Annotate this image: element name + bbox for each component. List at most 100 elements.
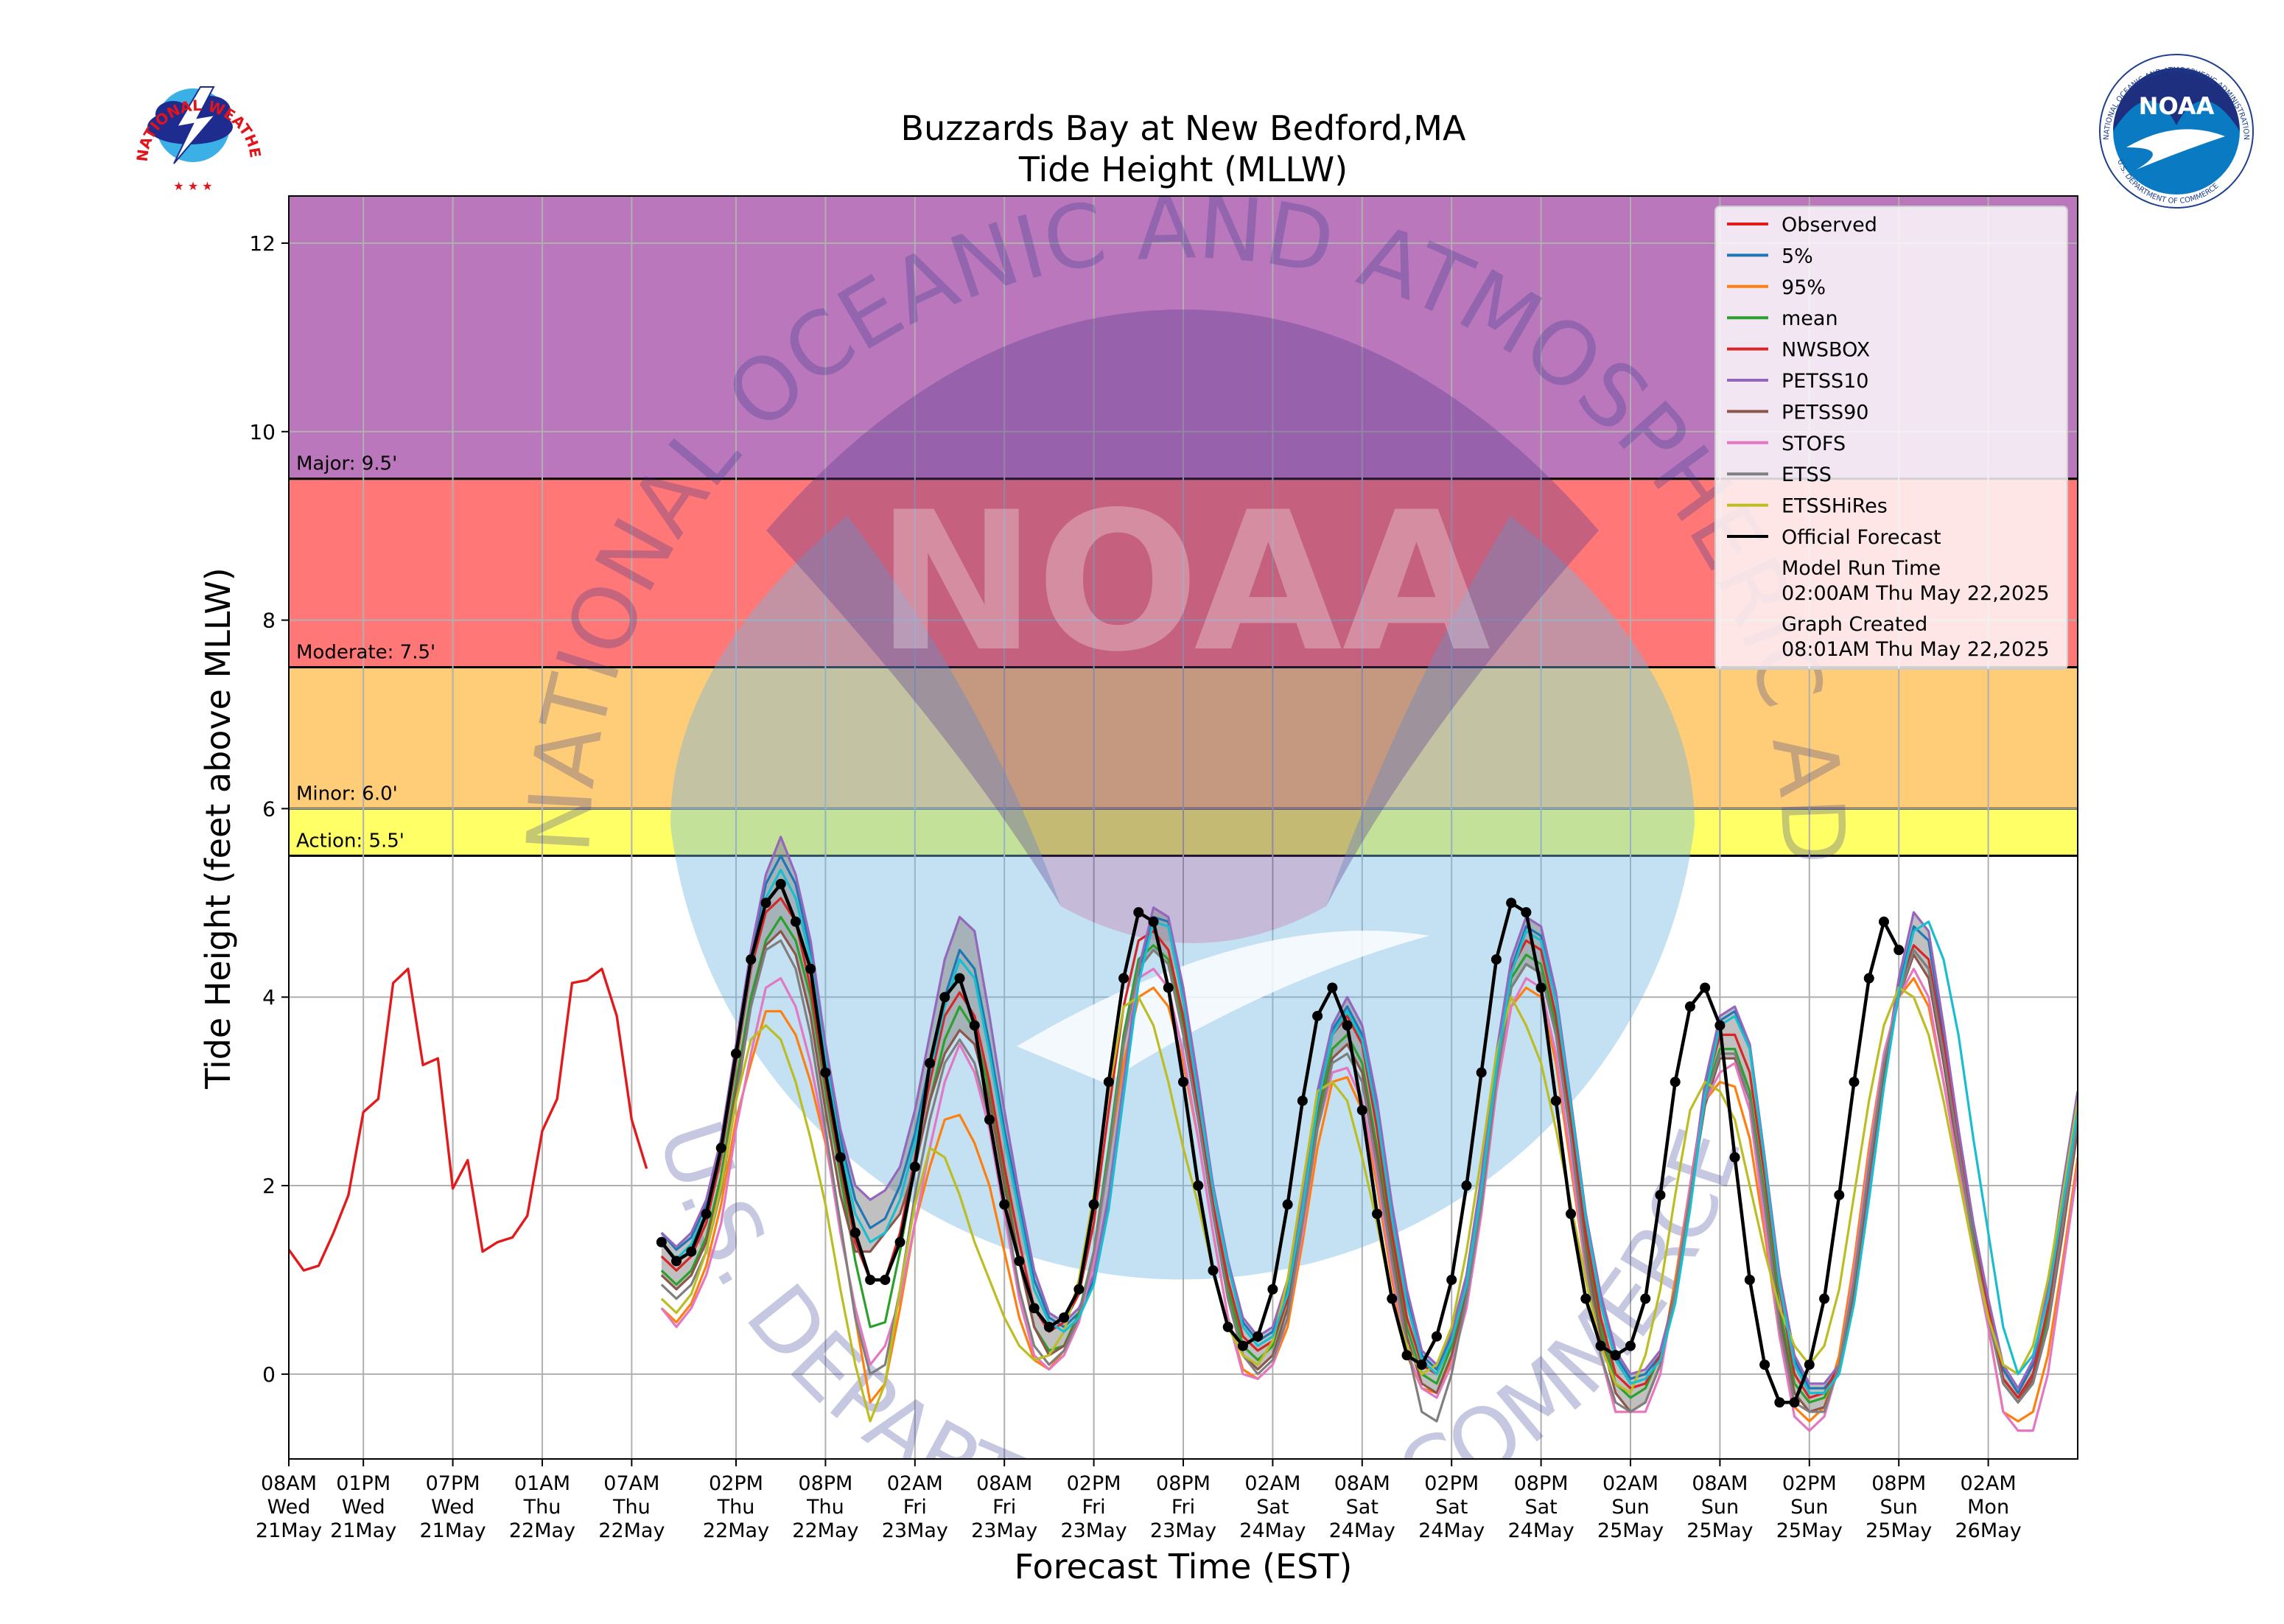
legend-label: 5%: [1782, 245, 1813, 267]
official-forecast-point: [686, 1246, 697, 1257]
x-tick-label: 22May: [598, 1519, 665, 1542]
official-forecast-point: [954, 973, 965, 984]
official-forecast-point: [760, 897, 771, 909]
x-tick-label: Sun: [1611, 1496, 1649, 1519]
x-tick-label: 26May: [1955, 1519, 2022, 1542]
x-tick-label: Sun: [1880, 1496, 1918, 1519]
official-forecast-point: [1595, 1340, 1606, 1351]
x-tick-label: 25May: [1866, 1519, 1932, 1542]
official-forecast-point: [1237, 1340, 1248, 1351]
x-tick-label: 23May: [882, 1519, 948, 1542]
official-forecast-point: [880, 1274, 891, 1285]
official-forecast-point: [1490, 954, 1502, 965]
official-forecast-point: [1327, 982, 1338, 993]
official-forecast-point: [746, 954, 757, 965]
watermark-center-text: NOAA: [876, 472, 1492, 694]
x-tick-label: 22May: [792, 1519, 858, 1542]
official-forecast-point: [1729, 1152, 1740, 1163]
official-forecast-point: [925, 1057, 936, 1068]
official-forecast-point: [1043, 1321, 1054, 1332]
threshold-label-minor: Minor: 6.0': [296, 783, 398, 805]
x-tick-label: Sat: [1256, 1496, 1289, 1519]
official-forecast-point: [1059, 1312, 1070, 1323]
official-forecast-point: [1073, 1284, 1085, 1295]
x-tick-label: 24May: [1418, 1519, 1485, 1542]
official-forecast-point: [1312, 1010, 1323, 1021]
official-forecast-point: [1431, 1331, 1442, 1342]
official-forecast-point: [1744, 1274, 1755, 1285]
svg-text:★ ★ ★: ★ ★ ★: [173, 179, 212, 193]
official-forecast-point: [865, 1274, 876, 1285]
x-tick-label: 22May: [509, 1519, 575, 1542]
x-tick-label: 23May: [971, 1519, 1037, 1542]
official-forecast-point: [1894, 945, 1905, 956]
official-forecast-point: [1610, 1350, 1621, 1361]
official-forecast-point: [1834, 1189, 1845, 1200]
official-forecast-point: [1625, 1340, 1636, 1351]
x-tick-label: Thu: [612, 1496, 651, 1519]
y-axis: 0 2 4 6 8 10 12: [249, 231, 289, 1387]
x-tick-label: 21May: [256, 1519, 322, 1542]
threshold-label-major: Major: 9.5': [296, 453, 397, 475]
x-tick-label: 02AM: [1961, 1472, 2017, 1495]
legend-label: 95%: [1782, 276, 1826, 299]
x-axis: 08AMWed21May01PMWed21May07PMWed21May01AM…: [256, 1459, 2022, 1542]
x-tick-label: 08PM: [798, 1472, 852, 1495]
official-forecast-point: [1446, 1274, 1457, 1285]
x-tick-label: Fri: [1171, 1496, 1195, 1519]
x-tick-label: 08AM: [261, 1472, 317, 1495]
chart-title: Buzzards Bay at New Bedford,MA: [901, 108, 1466, 148]
y-axis-label: Tide Height (feet above MLLW): [198, 567, 238, 1090]
x-tick-label: 02AM: [1602, 1472, 1658, 1495]
legend-label: Observed: [1782, 214, 1877, 237]
official-forecast-point: [1550, 1095, 1561, 1106]
official-forecast-point: [1267, 1284, 1278, 1295]
official-forecast-point: [1670, 1077, 1681, 1088]
official-forecast-point: [1014, 1256, 1025, 1267]
official-forecast-point: [1416, 1359, 1427, 1371]
official-forecast-point: [1282, 1199, 1293, 1210]
x-tick-label: Fri: [903, 1496, 927, 1519]
x-tick-label: Wed: [342, 1496, 385, 1519]
x-tick-label: 02AM: [887, 1472, 943, 1495]
official-forecast-point: [1401, 1350, 1412, 1361]
official-forecast-point: [835, 1152, 846, 1163]
y-tick-label: 6: [262, 797, 276, 821]
official-forecast-point: [731, 1048, 741, 1059]
series-line-cyan: [660, 868, 2078, 1395]
official-forecast-point: [820, 1067, 831, 1078]
official-forecast-point: [1789, 1397, 1800, 1408]
official-forecast-point: [1655, 1189, 1666, 1200]
official-forecast-point: [1819, 1293, 1830, 1304]
official-forecast-point: [909, 1161, 920, 1172]
x-tick-label: 25May: [1597, 1519, 1664, 1542]
x-tick-label: 01PM: [336, 1472, 390, 1495]
model-run-time: 02:00AM Thu May 22,2025: [1782, 582, 2050, 605]
x-tick-label: 22May: [703, 1519, 769, 1542]
official-forecast-point: [775, 878, 786, 889]
official-forecast-point: [1133, 907, 1144, 918]
x-tick-label: 08AM: [1692, 1472, 1748, 1495]
x-tick-label: Sat: [1524, 1496, 1557, 1519]
official-forecast-point: [1342, 1020, 1353, 1031]
series-line-observed: [289, 967, 648, 1272]
x-tick-label: Thu: [717, 1496, 755, 1519]
y-tick-label: 2: [262, 1174, 276, 1198]
official-forecast-point: [715, 1142, 726, 1153]
x-tick-label: 08AM: [1334, 1472, 1390, 1495]
x-tick-label: 08PM: [1156, 1472, 1211, 1495]
official-forecast-point: [1774, 1397, 1785, 1408]
legend: Observed 5% 95% mean NWSBOX PETSS10 PETSS90 STO…: [1714, 206, 2068, 670]
x-tick-label: 23May: [1061, 1519, 1127, 1542]
x-tick-label: 08PM: [1514, 1472, 1569, 1495]
legend-label: PETSS10: [1782, 370, 1868, 393]
graph-created-time: 08:01AM Thu May 22,2025: [1782, 638, 2050, 661]
x-tick-label: Sun: [1701, 1496, 1739, 1519]
x-tick-label: Fri: [992, 1496, 1016, 1519]
x-tick-label: 25May: [1776, 1519, 1843, 1542]
watermark-sky: [766, 309, 1599, 943]
x-tick-label: 07PM: [426, 1472, 480, 1495]
x-tick-label: Wed: [267, 1496, 311, 1519]
